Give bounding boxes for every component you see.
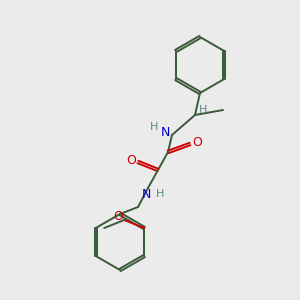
Text: H: H bbox=[199, 105, 207, 115]
Text: N: N bbox=[141, 188, 151, 200]
Text: O: O bbox=[113, 211, 123, 224]
Text: O: O bbox=[126, 154, 136, 166]
Text: H: H bbox=[156, 189, 164, 199]
Text: N: N bbox=[160, 127, 170, 140]
Text: O: O bbox=[192, 136, 202, 148]
Text: H: H bbox=[150, 122, 158, 132]
